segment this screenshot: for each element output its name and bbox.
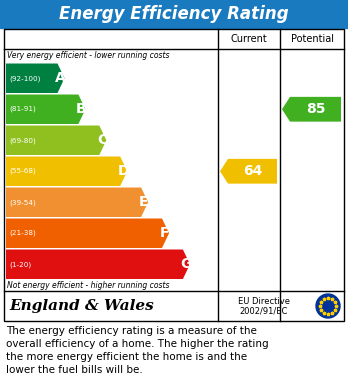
Polygon shape <box>6 219 169 248</box>
Text: (1-20): (1-20) <box>9 261 31 267</box>
Text: E: E <box>139 195 149 209</box>
Text: G: G <box>180 257 191 271</box>
Text: lower the fuel bills will be.: lower the fuel bills will be. <box>6 365 143 375</box>
Text: overall efficiency of a home. The higher the rating: overall efficiency of a home. The higher… <box>6 339 269 349</box>
Text: D: D <box>117 164 129 178</box>
Text: (92-100): (92-100) <box>9 75 40 81</box>
Text: Potential: Potential <box>291 34 333 44</box>
Text: Energy Efficiency Rating: Energy Efficiency Rating <box>59 5 289 23</box>
Text: England & Wales: England & Wales <box>9 299 154 313</box>
Text: 2002/91/EC: 2002/91/EC <box>240 307 288 316</box>
Text: C: C <box>97 133 107 147</box>
Polygon shape <box>282 97 341 122</box>
Text: 64: 64 <box>243 164 262 178</box>
Polygon shape <box>6 188 148 217</box>
Text: A: A <box>55 71 66 85</box>
Polygon shape <box>6 156 127 186</box>
Text: (81-91): (81-91) <box>9 106 36 113</box>
Polygon shape <box>6 126 106 155</box>
Polygon shape <box>6 95 85 124</box>
Text: B: B <box>76 102 87 116</box>
Text: (69-80): (69-80) <box>9 137 36 143</box>
Text: Not energy efficient - higher running costs: Not energy efficient - higher running co… <box>7 280 169 289</box>
Bar <box>0 0 348 28</box>
Text: Current: Current <box>231 34 267 44</box>
Text: (21-38): (21-38) <box>9 230 36 237</box>
Text: F: F <box>160 226 169 240</box>
Polygon shape <box>220 159 277 184</box>
Circle shape <box>316 294 340 318</box>
Text: the more energy efficient the home is and the: the more energy efficient the home is an… <box>6 352 247 362</box>
Text: (55-68): (55-68) <box>9 168 36 174</box>
Text: Very energy efficient - lower running costs: Very energy efficient - lower running co… <box>7 51 169 60</box>
Text: 85: 85 <box>306 102 325 116</box>
Polygon shape <box>6 249 190 279</box>
Text: The energy efficiency rating is a measure of the: The energy efficiency rating is a measur… <box>6 326 257 336</box>
Text: EU Directive: EU Directive <box>238 298 290 307</box>
Polygon shape <box>6 63 64 93</box>
Text: (39-54): (39-54) <box>9 199 36 206</box>
Bar <box>4 29 344 321</box>
